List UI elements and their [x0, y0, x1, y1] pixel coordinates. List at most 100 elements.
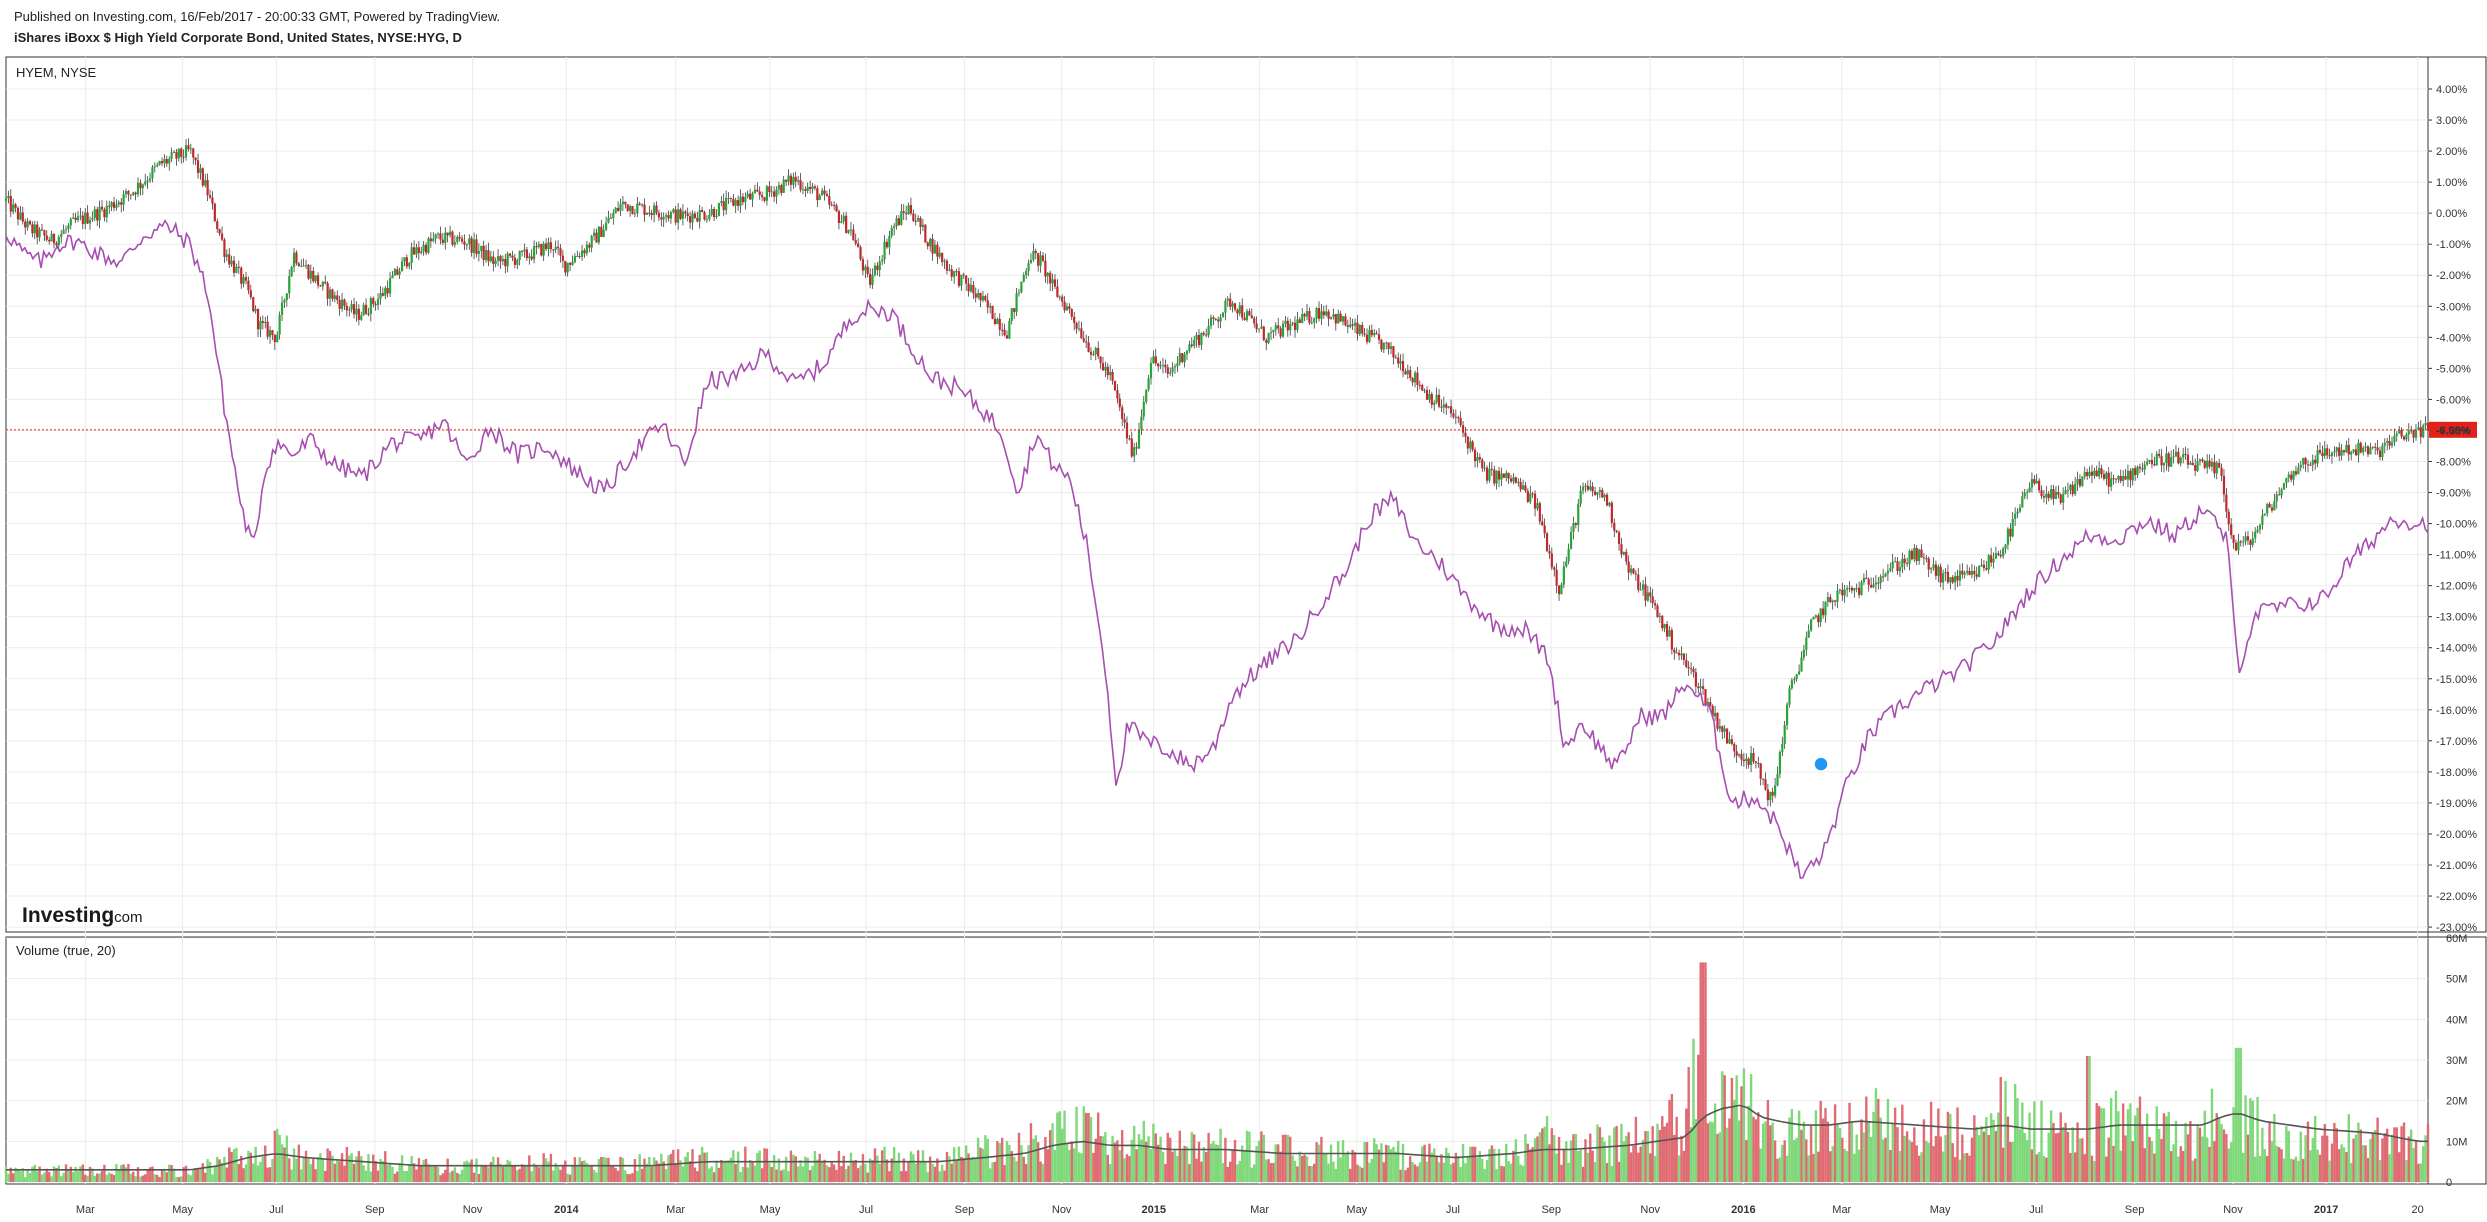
- volume-tick-label: 30M: [2446, 1055, 2467, 1067]
- candle-body: [496, 256, 500, 261]
- candle-body: [1279, 328, 1282, 337]
- volume-bar: [43, 1172, 46, 1182]
- volume-bar: [2129, 1103, 2132, 1182]
- volume-bar: [204, 1172, 207, 1182]
- candle-body: [1046, 272, 1049, 277]
- candle-body: [1111, 371, 1114, 381]
- volume-bar: [1478, 1151, 1482, 1182]
- volume-bar: [1411, 1162, 1414, 1182]
- volume-bar: [489, 1162, 493, 1182]
- volume-bar: [1723, 1075, 1726, 1182]
- volume-bar: [1749, 1074, 1753, 1182]
- candle-body: [1382, 342, 1385, 350]
- volume-bar: [408, 1165, 411, 1182]
- candle-body: [4, 198, 8, 201]
- candle-body: [1025, 271, 1028, 276]
- candle-body: [2090, 471, 2094, 476]
- volume-bar: [36, 1171, 39, 1182]
- candle-body: [1080, 328, 1083, 339]
- candle-body: [1536, 503, 1539, 509]
- candle-body: [1805, 637, 1808, 650]
- candle-body: [1125, 422, 1129, 439]
- volume-bar: [892, 1147, 896, 1182]
- candle-body: [1651, 596, 1654, 604]
- volume-bar: [583, 1160, 586, 1182]
- x-tick-label: Mar: [1832, 1204, 1851, 1216]
- candle-body: [2054, 491, 2058, 499]
- volume-bar: [309, 1164, 313, 1182]
- volume-bar: [2402, 1122, 2406, 1182]
- candle-body: [1788, 688, 1791, 705]
- volume-bar: [580, 1161, 584, 1182]
- volume-bar: [1529, 1149, 1532, 1182]
- volume-bar: [2292, 1159, 2295, 1182]
- candle-body: [2074, 483, 2077, 495]
- candle-body: [590, 236, 593, 248]
- volume-bar: [1577, 1151, 1580, 1182]
- candle-body: [280, 302, 284, 315]
- volume-bar: [528, 1155, 531, 1182]
- volume-bar: [1332, 1161, 1335, 1182]
- volume-bar: [2265, 1156, 2269, 1182]
- candle-body: [1145, 389, 1148, 402]
- candle-body: [156, 164, 159, 167]
- volume-bar: [1253, 1164, 1256, 1182]
- volume-bar: [1879, 1117, 1882, 1182]
- candle-body: [537, 244, 540, 247]
- volume-bar: [1094, 1138, 1097, 1182]
- candle-body: [472, 239, 476, 253]
- candle-body: [57, 236, 60, 246]
- x-tick-label: Sep: [955, 1204, 975, 1216]
- volume-bar: [2133, 1115, 2137, 1182]
- volume-bar: [1464, 1163, 1467, 1182]
- candle-body: [794, 176, 797, 182]
- volume-bar: [1509, 1163, 1513, 1182]
- volume-bar: [1562, 1148, 1566, 1182]
- volume-bar: [573, 1157, 577, 1182]
- volume-bar: [1385, 1144, 1388, 1182]
- candle-body: [1677, 652, 1681, 656]
- candle-body: [199, 168, 202, 173]
- volume-bar: [420, 1166, 423, 1182]
- candle-body: [1728, 739, 1731, 744]
- candle-body: [379, 293, 382, 299]
- volume-bar: [976, 1137, 980, 1182]
- candle-body: [2419, 427, 2422, 438]
- volume-bar: [700, 1146, 704, 1182]
- candle-body: [1725, 728, 1729, 744]
- candle-body: [1229, 298, 1232, 307]
- volume-bar: [676, 1149, 680, 1182]
- volume-bar: [1226, 1166, 1230, 1182]
- volume-bar: [276, 1128, 279, 1182]
- volume-bar: [775, 1169, 778, 1182]
- volume-bar: [38, 1166, 41, 1182]
- candle-body: [1207, 326, 1210, 336]
- candle-body: [2162, 463, 2166, 466]
- candle-body: [1106, 366, 1109, 376]
- candle-body: [2038, 480, 2041, 491]
- candle-body: [617, 207, 620, 211]
- candle-body: [2011, 519, 2014, 537]
- volume-bar: [1682, 1150, 1686, 1182]
- volume-bar: [2318, 1154, 2322, 1182]
- candle-body: [2376, 447, 2379, 451]
- volume-bar: [739, 1171, 742, 1182]
- volume-bar: [1452, 1162, 1455, 1182]
- candle-body: [2023, 492, 2026, 497]
- candle-body: [1356, 322, 1359, 335]
- volume-bar: [1125, 1154, 1129, 1182]
- candle-body: [1553, 567, 1556, 570]
- volume-bar: [715, 1160, 718, 1182]
- volume-bar: [2321, 1135, 2324, 1182]
- candle-body: [1181, 353, 1184, 362]
- x-tick-label: Nov: [1052, 1204, 1072, 1216]
- candle-body: [2035, 480, 2038, 484]
- volume-bar: [1490, 1145, 1494, 1182]
- volume-bar: [547, 1161, 550, 1182]
- volume-bar: [1313, 1163, 1316, 1182]
- volume-bar: [391, 1166, 394, 1182]
- candle-body: [2129, 470, 2132, 481]
- candle-body: [412, 247, 416, 255]
- candle-body: [1658, 615, 1661, 617]
